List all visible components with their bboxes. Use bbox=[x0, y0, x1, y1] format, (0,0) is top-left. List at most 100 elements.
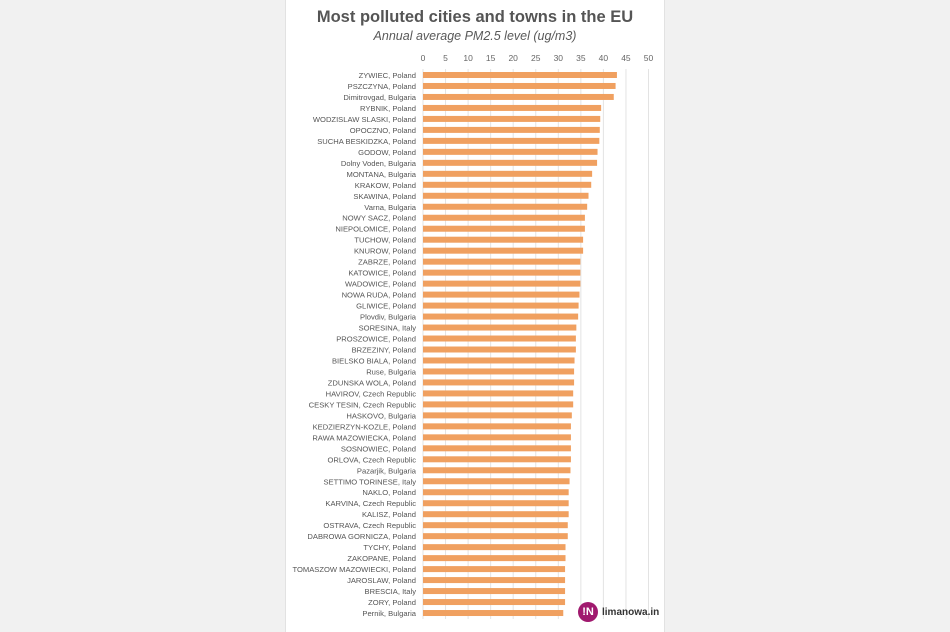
bar bbox=[423, 423, 571, 430]
bar bbox=[423, 346, 576, 353]
bar bbox=[423, 599, 566, 606]
bar bbox=[423, 214, 585, 221]
category-label: OSTRAVA, Czech Republic bbox=[323, 521, 416, 530]
category-label: ZDUNSKA WOLA, Poland bbox=[328, 378, 416, 387]
category-label: BRZEZINY, Poland bbox=[352, 346, 416, 355]
category-label: NOWY SACZ, Poland bbox=[342, 214, 416, 223]
x-tick-label: 50 bbox=[644, 53, 654, 63]
bar bbox=[423, 258, 581, 265]
category-label: SKAWINA, Poland bbox=[353, 192, 416, 201]
bar bbox=[423, 324, 577, 331]
bar bbox=[423, 72, 617, 78]
bar bbox=[423, 379, 575, 386]
category-label: OPOCZNO, Poland bbox=[350, 126, 416, 135]
category-label: GODOW, Poland bbox=[358, 148, 416, 157]
category-label: TYCHY, Poland bbox=[363, 543, 416, 552]
category-label: NAKLO, Poland bbox=[362, 488, 416, 497]
bar bbox=[423, 357, 575, 364]
bar bbox=[423, 533, 568, 540]
category-label: BIELSKO BIALA, Poland bbox=[332, 356, 416, 365]
bar bbox=[423, 115, 601, 122]
bar bbox=[423, 456, 571, 463]
bar bbox=[423, 390, 574, 397]
bar bbox=[423, 225, 585, 232]
bar bbox=[423, 126, 600, 133]
bar bbox=[423, 170, 593, 177]
bar bbox=[423, 445, 571, 452]
bar bbox=[423, 500, 569, 507]
bar bbox=[423, 522, 568, 529]
bar bbox=[423, 489, 569, 496]
bar bbox=[423, 269, 581, 276]
category-label: ZYWIEC, Poland bbox=[359, 71, 416, 80]
category-label: NOWA RUDA, Poland bbox=[342, 291, 416, 300]
bar bbox=[423, 610, 564, 617]
category-label: KNUROW, Poland bbox=[354, 247, 416, 256]
category-label: ZAKOPANE, Poland bbox=[347, 554, 416, 563]
category-label: PSZCZYNA, Poland bbox=[348, 82, 416, 91]
category-label: KEDZIERZYN-KOZLE, Poland bbox=[313, 422, 416, 431]
bar bbox=[423, 148, 598, 155]
x-tick-label: 40 bbox=[599, 53, 609, 63]
bar bbox=[423, 159, 598, 166]
category-label: Dimitrovgad, Bulgaria bbox=[343, 93, 416, 102]
x-tick-label: 0 bbox=[421, 53, 426, 63]
category-label: PROSZOWICE, Poland bbox=[336, 335, 416, 344]
bar bbox=[423, 236, 584, 243]
category-label: GLIWICE, Poland bbox=[356, 302, 416, 311]
bar bbox=[423, 192, 589, 199]
x-tick-label: 25 bbox=[531, 53, 541, 63]
category-label: NIEPOLOMICE, Poland bbox=[335, 225, 416, 234]
bar bbox=[423, 511, 569, 518]
category-label: RYBNIK, Poland bbox=[360, 104, 416, 113]
category-label: DABROWA GORNICZA, Poland bbox=[307, 532, 416, 541]
category-label: JAROSLAW, Poland bbox=[347, 576, 416, 585]
bar bbox=[423, 544, 566, 551]
bar bbox=[423, 434, 571, 441]
bar bbox=[423, 588, 566, 595]
category-label: ORLOVA, Czech Republic bbox=[328, 455, 417, 464]
x-tick-label: 35 bbox=[576, 53, 586, 63]
category-label: TOMASZOW MAZOWIECKI, Poland bbox=[293, 565, 417, 574]
category-label: SOSNOWIEC, Poland bbox=[341, 444, 416, 453]
bar bbox=[423, 82, 616, 89]
category-label: Plovdiv, Bulgaria bbox=[360, 313, 417, 322]
bar bbox=[423, 401, 574, 408]
category-label: MONTANA, Bulgaria bbox=[347, 170, 417, 179]
category-label: HAVIROV, Czech Republic bbox=[326, 389, 417, 398]
bar bbox=[423, 137, 600, 144]
logo-badge: !N bbox=[578, 602, 598, 622]
bar bbox=[423, 247, 584, 254]
bar bbox=[423, 302, 579, 309]
category-label: BRESCIA, Italy bbox=[365, 587, 417, 596]
limanowa-logo: !N limanowa.in bbox=[578, 602, 659, 622]
logo-text: limanowa.in bbox=[602, 606, 660, 618]
category-label: KRAKOW, Poland bbox=[355, 181, 416, 190]
x-tick-label: 10 bbox=[463, 53, 473, 63]
category-label: TUCHOW, Poland bbox=[354, 236, 416, 245]
bar bbox=[423, 467, 571, 474]
bar bbox=[423, 368, 575, 375]
category-label: Ruse, Bulgaria bbox=[366, 367, 417, 376]
x-tick-label: 5 bbox=[443, 53, 448, 63]
bar bbox=[423, 566, 566, 573]
bar bbox=[423, 335, 576, 342]
x-tick-label: 45 bbox=[621, 53, 631, 63]
bar bbox=[423, 577, 566, 584]
category-label: SUCHA BESKIDZKA, Poland bbox=[317, 137, 416, 146]
bar bbox=[423, 181, 592, 188]
x-tick-label: 15 bbox=[486, 53, 496, 63]
category-label: WADOWICE, Poland bbox=[345, 280, 416, 289]
category-label: CESKY TESIN, Czech Republic bbox=[309, 400, 417, 409]
category-label: WODZISLAW SLASKI, Poland bbox=[313, 115, 416, 124]
category-label: SETTIMO TORINESE, Italy bbox=[323, 477, 416, 486]
x-tick-label: 30 bbox=[554, 53, 564, 63]
bar bbox=[423, 93, 614, 100]
bar bbox=[423, 478, 570, 485]
bar bbox=[423, 203, 588, 210]
x-tick-label: 20 bbox=[508, 53, 518, 63]
category-label: Pazarjik, Bulgaria bbox=[357, 466, 417, 475]
category-label: ZORY, Poland bbox=[368, 598, 416, 607]
category-label: KARVINA, Czech Republic bbox=[325, 499, 416, 508]
